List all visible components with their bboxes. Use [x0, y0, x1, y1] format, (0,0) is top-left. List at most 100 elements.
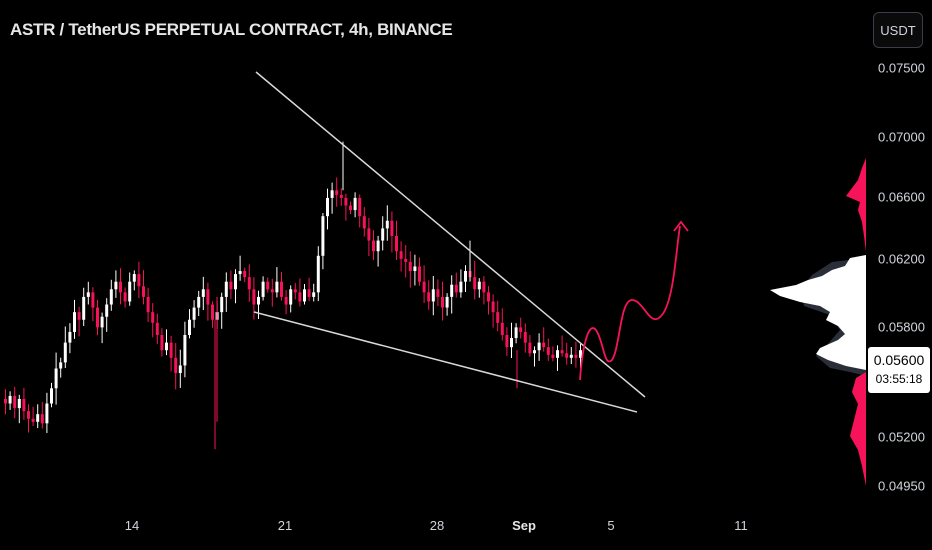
currency-button[interactable]: USDT — [873, 12, 923, 48]
chart-title: ASTR / TetherUS PERPETUAL CONTRACT, 4h, … — [10, 20, 453, 39]
candle-body — [376, 240, 380, 252]
candle-body — [528, 342, 532, 354]
candle-body — [142, 286, 145, 297]
candle-body — [487, 292, 490, 302]
candle-body — [367, 228, 371, 241]
projection-path[interactable] — [579, 225, 681, 381]
candle-body — [284, 296, 288, 305]
candle-body — [569, 354, 573, 358]
candle-body — [316, 255, 320, 293]
candle-body — [206, 289, 210, 305]
candle-body — [533, 350, 536, 354]
candle-body — [178, 365, 182, 374]
candle-body — [155, 322, 159, 335]
candle-body — [27, 411, 30, 419]
volume-profile-down — [850, 372, 866, 486]
candle-body — [510, 338, 513, 348]
candle-body — [556, 350, 559, 358]
candle-body — [362, 216, 366, 229]
time-tick: 14 — [124, 518, 140, 533]
candle-body — [132, 274, 136, 282]
candle-body — [270, 289, 274, 293]
candle-body — [326, 197, 329, 217]
candle-body — [431, 289, 435, 302]
candle-body — [243, 271, 247, 278]
candle-body — [165, 342, 168, 351]
price-tick: 0.07500 — [878, 60, 925, 76]
candle-body — [358, 197, 362, 217]
time-tick: 28 — [429, 518, 445, 533]
candle-body — [390, 220, 394, 236]
candle-body — [454, 284, 458, 293]
candle-body — [4, 398, 7, 404]
candle-body — [146, 296, 150, 313]
candle-body — [109, 289, 113, 305]
candle-body — [404, 258, 408, 262]
candle-body — [574, 354, 578, 358]
candle-body — [201, 289, 205, 297]
candle-body — [473, 277, 477, 290]
candle-body — [234, 274, 237, 290]
candle-body — [500, 322, 504, 335]
candle-body — [59, 362, 63, 369]
candle-body — [381, 228, 385, 241]
candle-body — [151, 312, 155, 323]
candle-body — [197, 296, 201, 308]
candle-body — [312, 292, 316, 297]
candle-body — [408, 261, 412, 272]
price-tick: 0.06200 — [878, 251, 925, 267]
price-axis[interactable]: 0.07500 0.07000 0.06600 0.06200 0.05800 … — [866, 0, 932, 550]
candle-body — [542, 342, 546, 348]
candle-body — [266, 281, 270, 290]
wedge-lower-trendline[interactable] — [253, 311, 638, 413]
candle-body — [349, 205, 352, 211]
candle-body — [220, 296, 224, 313]
candles — [4, 141, 582, 450]
candle-body — [105, 304, 109, 317]
candle-body — [247, 277, 251, 290]
time-tick: Sep — [512, 518, 536, 533]
price-tick: 0.05800 — [878, 319, 925, 335]
candle-body — [211, 304, 214, 320]
candle-body — [275, 281, 279, 293]
candle-body — [188, 319, 191, 335]
candle-body — [293, 289, 297, 293]
candle-body — [565, 353, 569, 358]
candle-body — [523, 331, 527, 343]
candle-body — [298, 292, 302, 302]
candle-body — [482, 281, 486, 293]
candle-body — [459, 281, 463, 293]
candle-body — [40, 414, 44, 424]
candle-body — [579, 350, 582, 358]
candle-body — [174, 357, 178, 374]
last-price-badge: 0.05600 03:55:18 — [868, 347, 930, 393]
candle-body — [450, 284, 454, 297]
candle-body — [353, 197, 357, 211]
candle-body — [257, 296, 260, 305]
candle-body — [330, 190, 334, 198]
candle-body — [45, 403, 49, 424]
candle-body — [514, 327, 518, 339]
wedge-upper-trendline[interactable] — [255, 71, 646, 398]
candle-body — [418, 266, 421, 282]
candle-body — [119, 281, 122, 293]
time-tick: 21 — [277, 518, 293, 533]
candle-body — [372, 240, 375, 252]
candle-body — [303, 289, 306, 302]
price-chart[interactable] — [0, 0, 866, 550]
candle-body — [54, 368, 58, 389]
candle-body — [339, 194, 343, 198]
candle-body — [22, 398, 26, 412]
candle-body — [160, 334, 164, 351]
volume-profile — [770, 158, 866, 486]
candle-body — [399, 251, 403, 259]
candle-body — [280, 281, 283, 297]
time-tick: 11 — [734, 518, 748, 533]
candle-body — [537, 342, 541, 351]
price-tick: 0.05200 — [878, 429, 925, 445]
candle-body — [238, 271, 242, 275]
candle-body — [50, 388, 53, 404]
candle-body — [17, 398, 21, 409]
candle-body — [496, 312, 500, 323]
candle-body — [73, 312, 76, 332]
